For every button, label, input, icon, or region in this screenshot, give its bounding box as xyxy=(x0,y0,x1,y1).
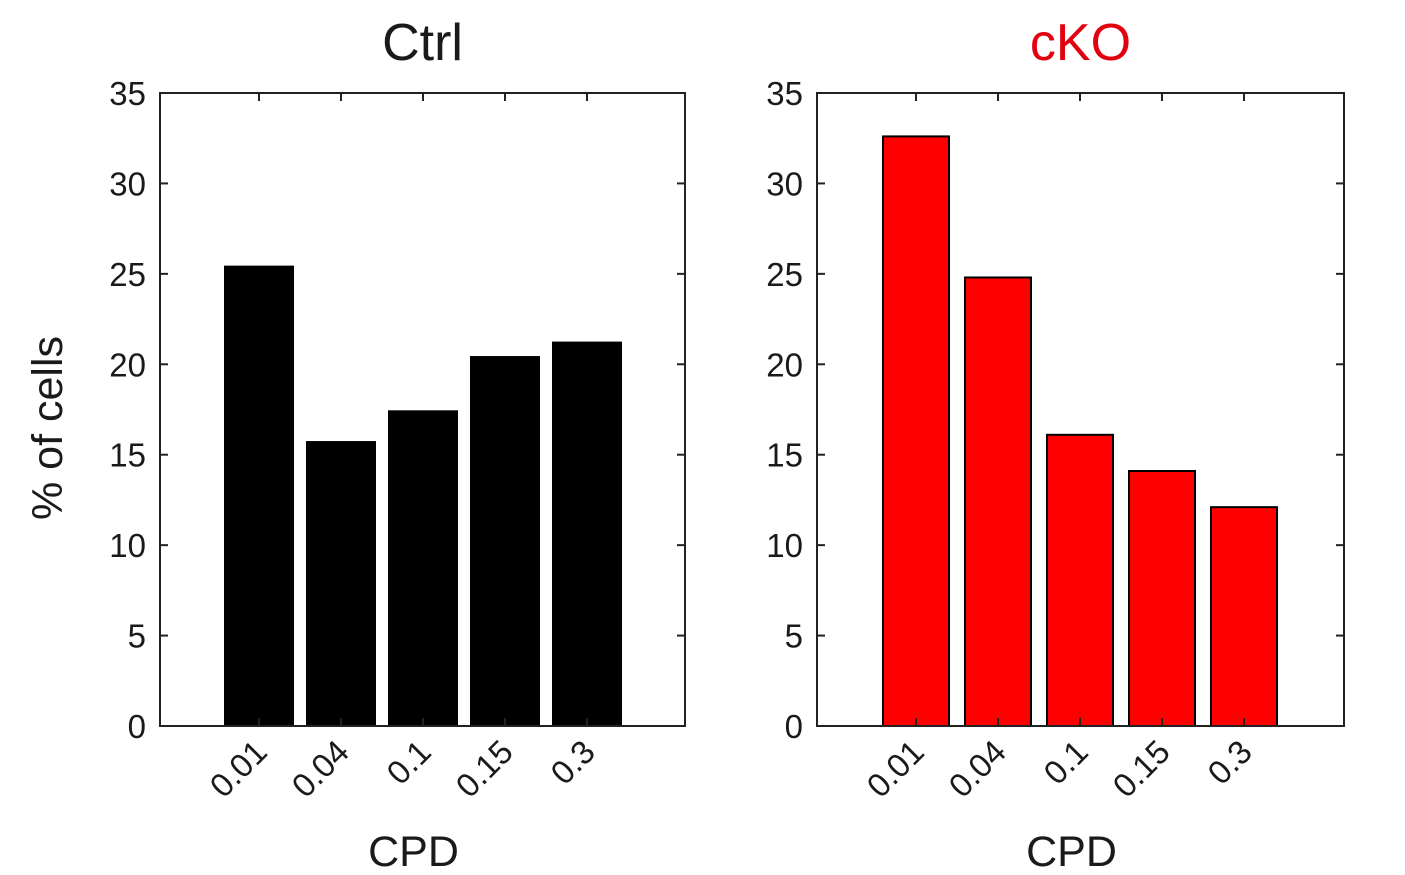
bar-cko-0_3 xyxy=(1210,506,1278,728)
y-tick-label: 5 xyxy=(785,618,803,655)
x-tick-label: 0.01 xyxy=(859,733,931,805)
y-tick-label: 25 xyxy=(109,256,146,293)
y-tick-label: 35 xyxy=(109,75,146,112)
bar-cko-0_15 xyxy=(1128,469,1196,727)
chart-panel-ctrl: Ctrl 0 5 10 15 20 25 30 35 0.01 0.04 0.1 0.15 0.3 CPD xyxy=(109,14,686,875)
bar-ctrl-0_3 xyxy=(552,341,622,727)
y-tick-label: 0 xyxy=(128,708,146,745)
y-tick-label: 20 xyxy=(766,346,803,383)
bar-cko-0_01 xyxy=(882,135,950,728)
y-tick-label: 15 xyxy=(109,437,146,474)
y-tick-label: 15 xyxy=(766,437,803,474)
x-tick-label: 0.15 xyxy=(448,733,520,805)
x-tick-label: 0.3 xyxy=(1200,733,1259,792)
x-axis-label: CPD xyxy=(1026,828,1117,875)
x-axis-label: CPD xyxy=(368,828,459,875)
x-tick-label: 0.01 xyxy=(202,733,274,805)
y-tick-label: 30 xyxy=(109,165,146,202)
bar-ctrl-0_01 xyxy=(224,265,294,727)
y-tick-label: 35 xyxy=(766,75,803,112)
bar-cko-0_04 xyxy=(964,276,1032,727)
chart-panel-cko: cKO 0 5 10 15 20 25 30 35 0.01 0.04 0.1 0.15 0.3 CPD xyxy=(766,14,1345,875)
bar-ctrl-0_04 xyxy=(306,441,376,727)
y-tick-label: 25 xyxy=(766,256,803,293)
x-tick-label: 0.15 xyxy=(1105,733,1177,805)
x-tick-label: 0.04 xyxy=(941,733,1013,805)
x-tick-label: 0.1 xyxy=(1036,733,1095,792)
bar-ctrl-0_15 xyxy=(470,356,540,727)
bar-ctrl-0_1 xyxy=(388,410,458,727)
y-tick-label: 0 xyxy=(785,708,803,745)
y-tick-label: 20 xyxy=(109,346,146,383)
x-tick-label: 0.3 xyxy=(543,733,602,792)
y-tick-label: 10 xyxy=(766,527,803,564)
bar-cko-0_1 xyxy=(1046,433,1114,727)
x-tick-label: 0.1 xyxy=(379,733,438,792)
chart-title-cko: cKO xyxy=(1030,14,1131,72)
chart-title-ctrl: Ctrl xyxy=(382,14,463,72)
y-axis-label: % of cells xyxy=(24,336,72,520)
y-tick-label: 10 xyxy=(109,527,146,564)
y-tick-label: 5 xyxy=(128,618,146,655)
y-tick-label: 30 xyxy=(766,165,803,202)
x-tick-label: 0.04 xyxy=(284,733,356,805)
